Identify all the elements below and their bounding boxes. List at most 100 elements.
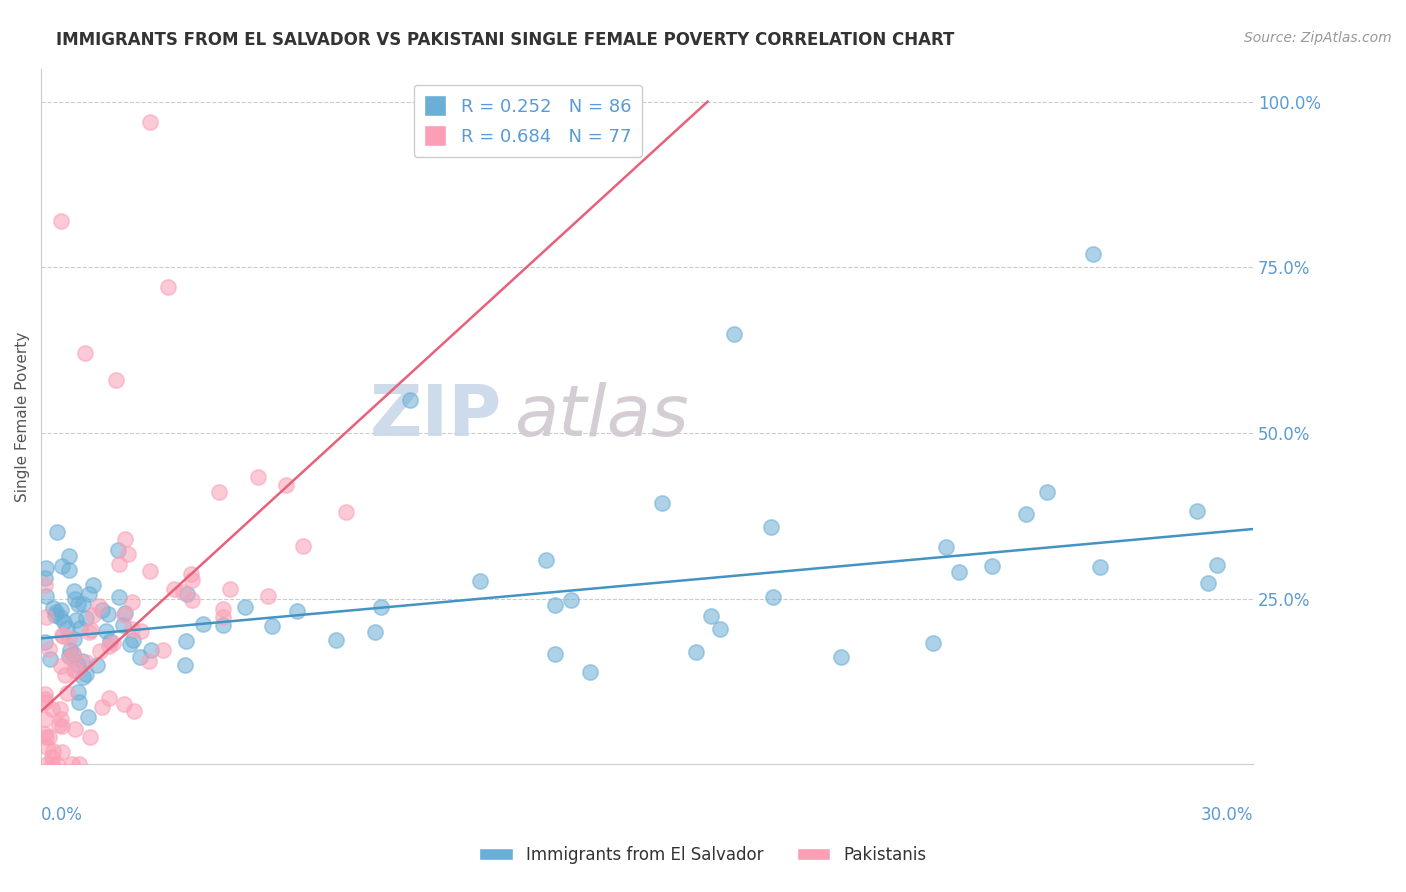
Point xyxy=(1036,484,1059,499)
Legend: R = 0.252   N = 86, R = 0.684   N = 77: R = 0.252 N = 86, R = 0.684 N = 77 xyxy=(413,85,643,157)
Point xyxy=(173,657,195,672)
Point xyxy=(59,649,82,664)
Point xyxy=(82,607,104,622)
Point xyxy=(34,692,56,706)
Point xyxy=(73,346,96,360)
Point xyxy=(34,727,56,741)
Point xyxy=(544,598,567,612)
Point xyxy=(79,730,101,744)
Point xyxy=(560,592,582,607)
Point xyxy=(44,607,66,622)
Point xyxy=(65,665,87,679)
Point xyxy=(79,587,101,601)
Point xyxy=(211,609,233,624)
Point xyxy=(67,658,90,673)
Text: 0.0%: 0.0% xyxy=(41,806,83,824)
Point xyxy=(370,600,392,615)
Point xyxy=(67,695,90,709)
Point xyxy=(58,632,80,646)
Point xyxy=(830,649,852,664)
Point xyxy=(118,637,141,651)
Point xyxy=(38,652,60,666)
Legend: Immigrants from El Salvador, Pakistanis: Immigrants from El Salvador, Pakistanis xyxy=(472,839,934,871)
Point xyxy=(121,622,143,636)
Point xyxy=(364,625,387,640)
Point xyxy=(685,644,707,658)
Point xyxy=(35,757,58,772)
Point xyxy=(45,605,67,619)
Point xyxy=(91,700,114,714)
Point xyxy=(34,695,56,709)
Point xyxy=(38,730,60,744)
Point xyxy=(981,558,1004,573)
Point xyxy=(651,496,673,510)
Point xyxy=(70,654,93,668)
Point xyxy=(63,632,86,646)
Point xyxy=(108,591,131,605)
Point xyxy=(45,757,67,772)
Point xyxy=(176,634,198,648)
Point xyxy=(759,520,782,534)
Point xyxy=(117,547,139,561)
Point xyxy=(62,647,84,661)
Point xyxy=(77,709,100,723)
Point xyxy=(56,620,79,634)
Point xyxy=(72,670,94,684)
Point xyxy=(56,686,79,700)
Point xyxy=(97,607,120,622)
Point xyxy=(34,712,56,726)
Point xyxy=(325,633,347,648)
Point xyxy=(51,719,73,733)
Point xyxy=(94,624,117,639)
Point xyxy=(709,622,731,636)
Point xyxy=(156,280,179,294)
Point xyxy=(49,214,72,228)
Point xyxy=(285,604,308,618)
Text: 30.0%: 30.0% xyxy=(1201,806,1253,824)
Point xyxy=(138,653,160,667)
Point xyxy=(34,578,56,592)
Point xyxy=(262,619,284,633)
Point xyxy=(152,643,174,657)
Point xyxy=(114,533,136,547)
Point xyxy=(63,663,86,677)
Point xyxy=(180,567,202,582)
Point xyxy=(103,636,125,650)
Point xyxy=(58,648,80,663)
Point xyxy=(66,685,89,699)
Point xyxy=(58,563,80,577)
Point xyxy=(208,485,231,500)
Point xyxy=(193,617,215,632)
Point xyxy=(53,668,76,682)
Point xyxy=(114,607,136,621)
Point xyxy=(233,599,256,614)
Point xyxy=(41,757,63,772)
Point xyxy=(1014,508,1036,522)
Point xyxy=(62,583,84,598)
Point xyxy=(42,744,65,758)
Point xyxy=(51,712,73,726)
Text: ZIP: ZIP xyxy=(370,382,502,450)
Point xyxy=(291,539,314,553)
Point xyxy=(49,610,72,624)
Point xyxy=(176,587,198,601)
Point xyxy=(163,582,186,597)
Point xyxy=(46,525,69,540)
Point xyxy=(172,585,194,599)
Text: Source: ZipAtlas.com: Source: ZipAtlas.com xyxy=(1244,31,1392,45)
Point xyxy=(82,578,104,592)
Point xyxy=(34,687,56,701)
Point xyxy=(41,702,63,716)
Point xyxy=(246,470,269,484)
Point xyxy=(470,574,492,589)
Point xyxy=(121,595,143,609)
Point xyxy=(66,597,89,611)
Point xyxy=(138,564,160,578)
Point xyxy=(75,655,97,669)
Point xyxy=(62,646,84,660)
Point xyxy=(112,698,135,712)
Point xyxy=(60,757,83,772)
Point xyxy=(1081,247,1104,261)
Point xyxy=(97,640,120,654)
Point xyxy=(35,609,58,624)
